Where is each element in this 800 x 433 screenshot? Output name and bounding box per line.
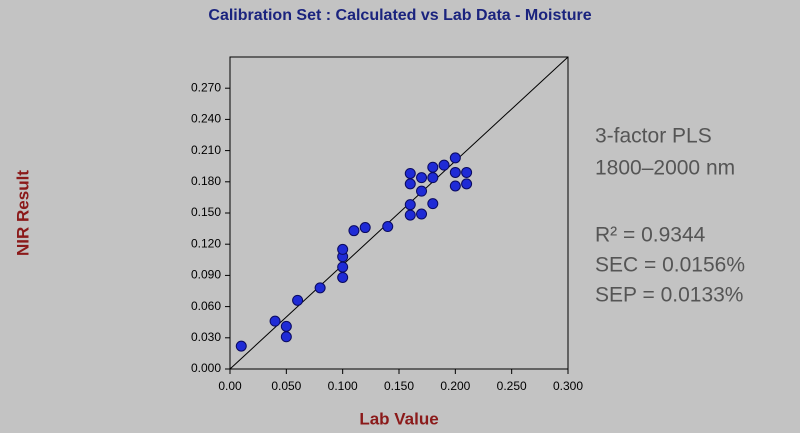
point	[427, 198, 439, 210]
point	[449, 152, 461, 164]
y-tick-label: 0.030	[191, 330, 221, 344]
point	[404, 178, 416, 190]
point	[427, 161, 439, 173]
point	[280, 331, 292, 343]
y-tick-label: 0.180	[191, 174, 221, 188]
y-tick-label: 0.240	[191, 112, 221, 126]
x-tick-label: 0.150	[384, 379, 414, 393]
point	[404, 209, 416, 221]
point	[348, 225, 360, 237]
chart-title: Calibration Set : Calculated vs Lab Data…	[208, 7, 591, 24]
y-tick-label: 0.000	[191, 361, 221, 375]
point	[416, 172, 428, 184]
annotation: R² = 0.9344	[595, 224, 706, 247]
point	[404, 199, 416, 211]
point	[404, 167, 416, 179]
point	[449, 166, 461, 178]
point	[461, 178, 473, 190]
annotation: SEC = 0.0156%	[595, 254, 745, 277]
point	[337, 271, 349, 283]
point	[416, 185, 428, 197]
y-axis-label: NIR Result	[13, 170, 32, 256]
point	[382, 221, 394, 233]
x-tick-label: 0.050	[271, 379, 301, 393]
point	[461, 166, 473, 178]
x-tick-label: 0.200	[440, 379, 470, 393]
reference-line	[229, 56, 569, 370]
point	[235, 340, 247, 352]
point	[292, 294, 304, 306]
point	[449, 180, 461, 192]
x-tick-label: 0.100	[328, 379, 358, 393]
x-tick-label: 0.250	[497, 379, 527, 393]
x-tick-label: 0.00	[218, 379, 242, 393]
y-tick-label: 0.060	[191, 299, 221, 313]
y-tick-label: 0.210	[191, 143, 221, 157]
x-axis-label: Lab Value	[359, 409, 438, 428]
annotation: SEP = 0.0133%	[595, 284, 743, 307]
y-tick-label: 0.270	[191, 80, 221, 94]
point	[337, 243, 349, 255]
point	[280, 320, 292, 332]
point	[269, 315, 281, 327]
point	[314, 282, 326, 294]
point	[416, 208, 428, 220]
annotation: 1800–2000 nm	[595, 157, 735, 180]
point	[359, 222, 371, 234]
annotation: 3-factor PLS	[595, 125, 712, 148]
point	[427, 172, 439, 184]
y-tick-label: 0.150	[191, 205, 221, 219]
point	[337, 261, 349, 273]
point	[438, 159, 450, 171]
y-tick-label: 0.090	[191, 268, 221, 282]
y-tick-label: 0.120	[191, 236, 221, 250]
x-tick-label: 0.300	[553, 379, 583, 393]
